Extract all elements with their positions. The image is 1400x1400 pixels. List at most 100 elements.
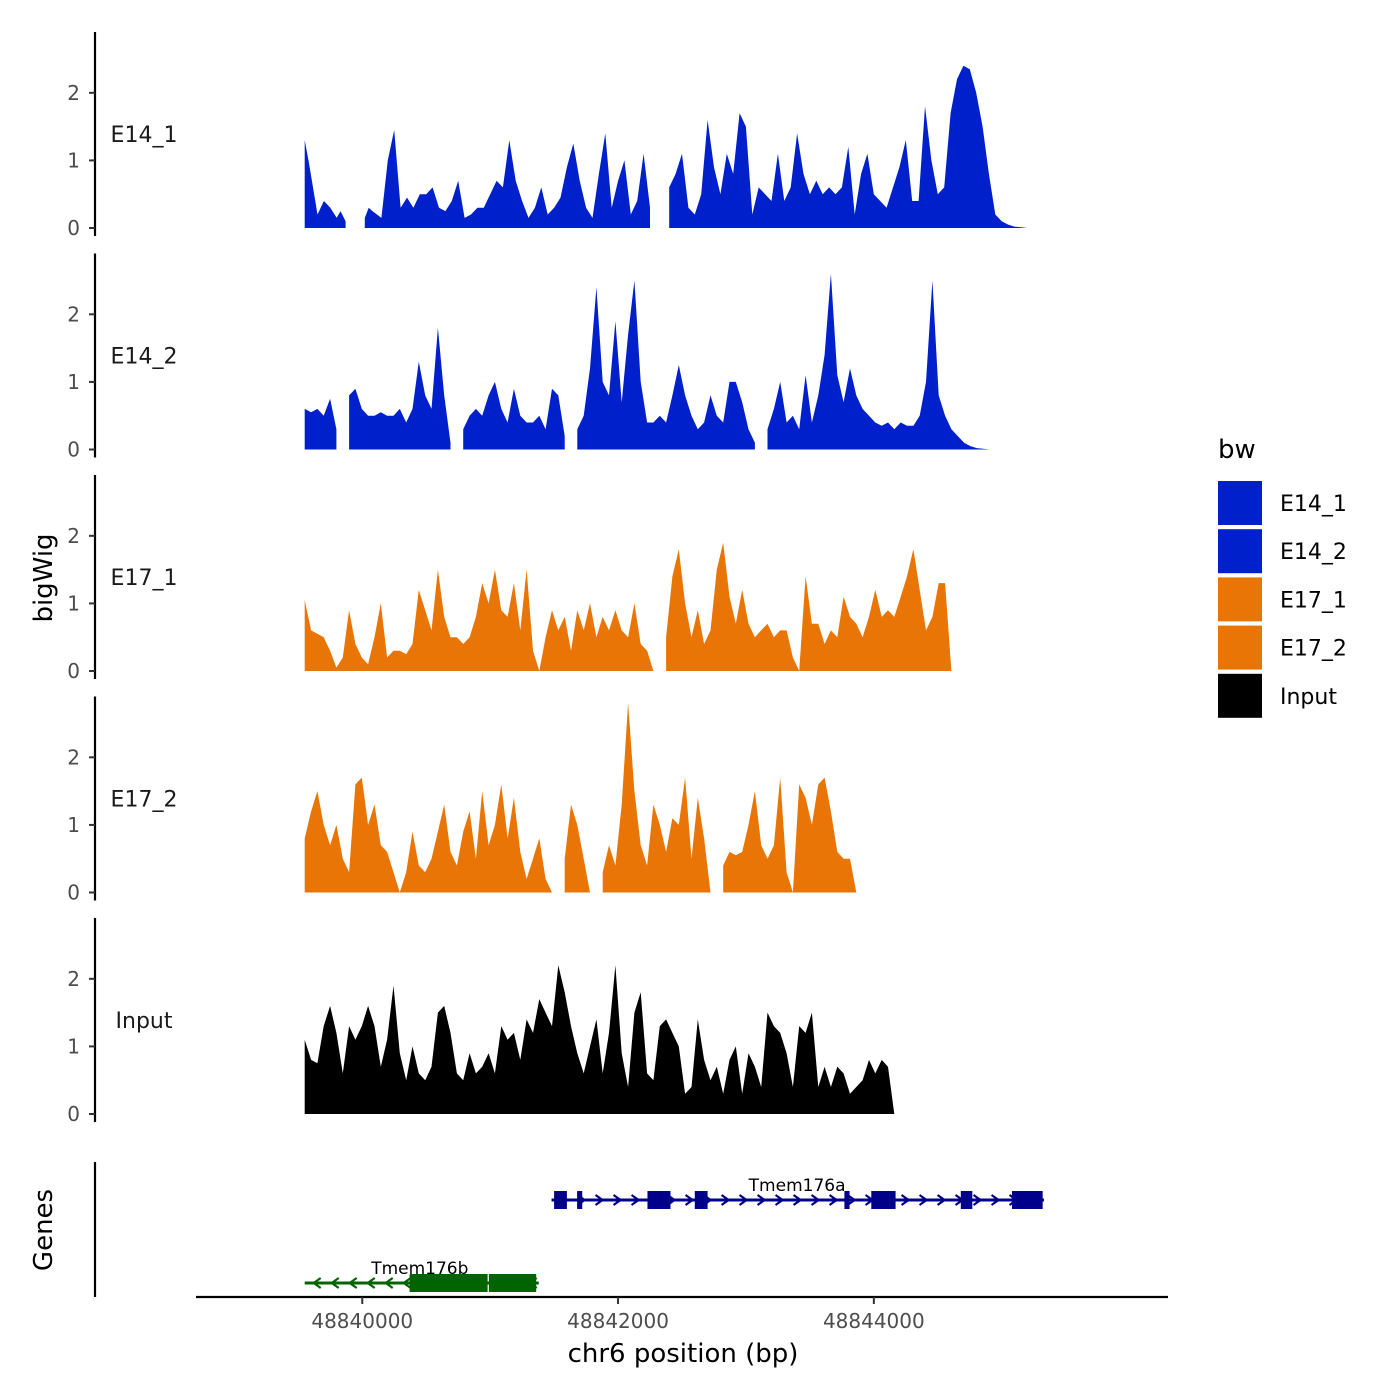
track-area-e17-2 [564,804,590,893]
track-area-input [304,965,1047,1114]
y-tick-label: 1 [67,1034,80,1058]
track-label-e14-2: E14_2 [111,345,178,370]
strand-arrow [383,1277,394,1289]
y-tick-label: 2 [67,745,80,769]
track-area-e14-1 [304,140,346,228]
track-area-e14-2 [767,273,1034,450]
track-panel-e14-2: 0 1 2 E14_2 [67,253,1034,462]
track-panel-input: 0 1 2 Input [67,918,1047,1126]
track-area-e17-1 [666,542,1047,671]
x-axis-title: chr6 position (bp) [568,1339,799,1369]
strand-arrow [828,1194,839,1206]
strand-arrow [990,1194,1001,1206]
tracks-layer: 0 1 2 E14_1 0 1 2 E14_2 0 1 2 E17_1 0 1 2 E17_2 0 1 2 Input [67,32,1047,1126]
track-area-e14-2 [463,381,565,450]
legend-swatch [1218,529,1262,574]
track-label-e17-2: E17_2 [111,788,178,813]
strand-arrow [612,1194,623,1206]
y-tick-label: 1 [67,591,80,615]
y-tick-label: 2 [67,302,80,326]
y-tick-label: 2 [67,524,80,548]
track-label-input: Input [116,1009,173,1034]
strand-arrow [756,1194,767,1206]
strand-arrow [792,1194,803,1206]
strand-arrow [918,1194,929,1206]
genes-track-title: Genes [29,1189,59,1271]
exon [577,1191,583,1209]
y-tick-label: 1 [67,813,80,837]
track-area-e17-2 [304,777,552,893]
exon [1011,1191,1043,1209]
genes-layer: Tmem176a Tmem176b [93,1162,1044,1297]
y-axis-title: bigWig [29,533,59,622]
strand-arrow [900,1194,911,1206]
exon [694,1191,708,1209]
gene-tmem176a: Tmem176a [551,1176,1044,1209]
exon [554,1191,567,1209]
strand-arrow [846,1194,857,1206]
strand-arrow [684,1194,695,1206]
legend-label-e14-2: E14_2 [1280,540,1347,565]
legend-label-e17-2: E17_2 [1280,637,1347,662]
exon [844,1191,850,1209]
legend-swatch [1218,625,1262,670]
y-tick-label: 0 [67,881,80,905]
strand-arrow [810,1194,821,1206]
strand-arrow [936,1194,947,1206]
track-area-e17-1 [304,569,654,671]
exon [409,1274,488,1292]
y-tick-label: 0 [67,1102,80,1126]
exon [871,1191,896,1209]
track-label-e14-1: E14_1 [111,123,178,148]
track-panel-e17-1: 0 1 2 E17_1 [67,475,1047,683]
strand-arrow [329,1277,340,1289]
strand-arrow [774,1194,785,1206]
exon [488,1274,537,1292]
legend-label-e17-1: E17_1 [1280,588,1347,613]
strand-arrow [630,1194,641,1206]
x-tick-label: 48844000 [823,1309,925,1333]
strand-arrow [720,1194,731,1206]
strand-arrow [972,1194,983,1206]
gene-label-tmem176b: Tmem176b [370,1259,468,1279]
strand-arrow [365,1277,376,1289]
legend-label-e14-1: E14_1 [1280,492,1347,517]
legend-swatch [1218,673,1262,718]
strand-arrow [738,1194,749,1206]
gene-label-tmem176a: Tmem176a [748,1176,846,1196]
strand-arrow [401,1277,412,1289]
strand-arrow [311,1277,322,1289]
y-tick-label: 2 [67,967,80,991]
y-tick-label: 0 [67,216,80,240]
track-area-e17-2 [602,703,711,893]
track-panel-e17-2: 0 1 2 E17_2 [67,696,1047,905]
strand-arrow [347,1277,358,1289]
strand-arrow [594,1194,605,1206]
y-tick-label: 2 [67,81,80,105]
track-area-e14-2 [349,327,451,450]
exon [960,1191,973,1209]
gene-tmem176b: Tmem176b [304,1259,539,1292]
exon [647,1191,671,1209]
track-area-e14-1 [669,65,1047,228]
legend-title: bw [1218,435,1256,465]
x-tick-label: 48840000 [311,1309,413,1333]
legend-label-input: Input [1280,685,1337,710]
track-area-e17-2 [723,777,1047,893]
legend-swatch [1218,577,1262,622]
track-label-e17-1: E17_1 [111,566,178,591]
x-axis: 48840000 48842000 48844000 [196,1295,1168,1333]
y-tick-label: 1 [67,370,80,394]
legend-swatch [1218,481,1262,525]
y-tick-label: 0 [67,438,80,462]
track-panel-e14-1: 0 1 2 E14_1 [67,32,1047,240]
x-tick-label: 48842000 [567,1309,669,1333]
track-area-e14-2 [577,280,755,450]
y-tick-label: 1 [67,148,80,172]
y-tick-label: 0 [67,659,80,683]
track-area-e14-1 [364,130,650,228]
legend: bw E14_1 E14_2 E17_1 E17_2 Input [1218,435,1347,718]
track-area-e14-2 [304,398,337,450]
